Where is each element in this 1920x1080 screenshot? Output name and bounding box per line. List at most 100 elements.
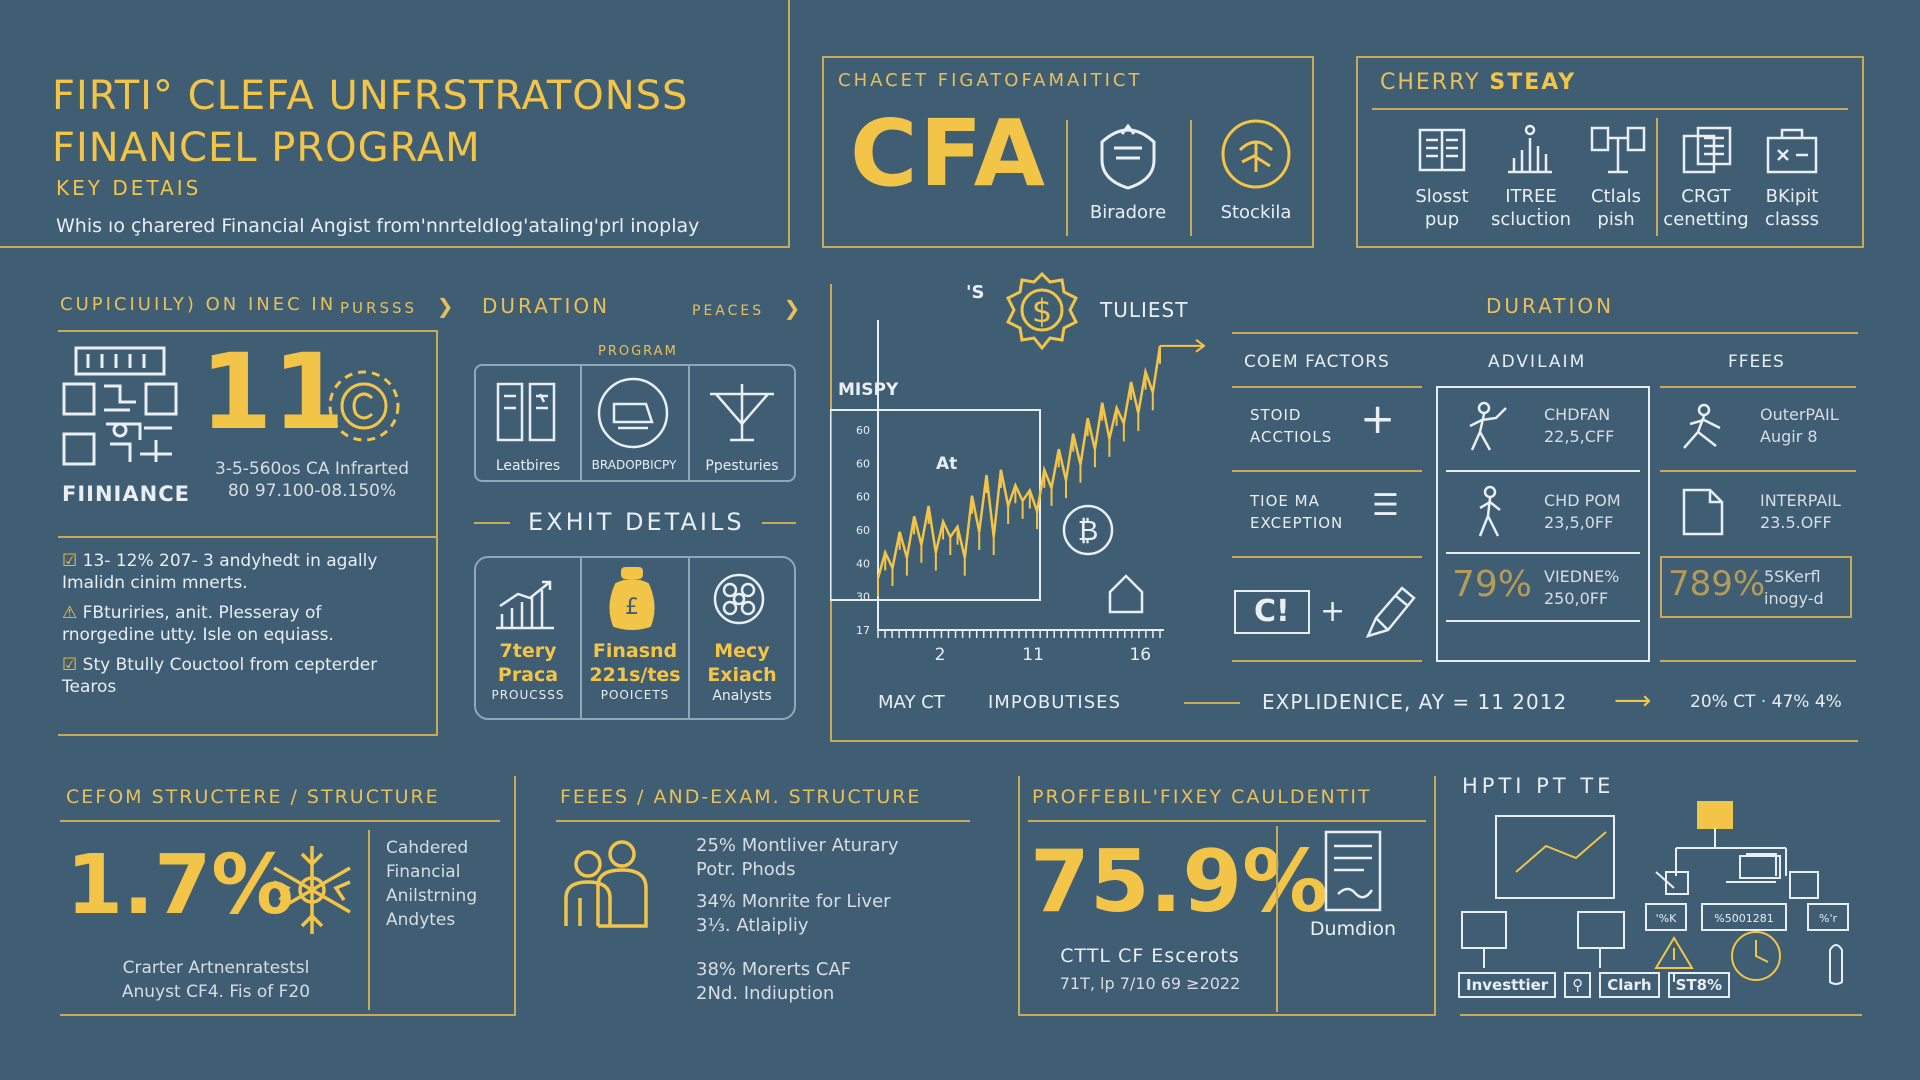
cefom-note-line1: Crarter Artnenratestsl xyxy=(122,958,310,978)
list-item: ☑ Sty Btully Couctool from cepterder Tea… xyxy=(62,654,434,698)
chemistry-item-4: CRGT cenetting xyxy=(1656,186,1756,231)
network-footer-item-2: Clarh xyxy=(1599,972,1660,998)
middle-bottom-rule xyxy=(830,740,1858,742)
fees-col-rule-1 xyxy=(1660,386,1856,388)
fees-line-3: 34% Monrite for Liver xyxy=(696,891,891,912)
professional-doc-label: Dumdion xyxy=(1309,918,1397,940)
chemistry-heading: CHERRY STEAY xyxy=(1380,70,1576,95)
chart-y-tick-label: 60 xyxy=(856,491,870,504)
fees-heading: FEEES / AND-EXAM. STRUCTURE xyxy=(560,786,922,808)
professional-divider xyxy=(1276,826,1278,1012)
fees-col-3-line1: 5SKerfl xyxy=(1764,567,1821,586)
professional-rule xyxy=(1028,820,1426,822)
duration-right-heading: DURATION xyxy=(1486,294,1615,318)
checkbox-icon: ☑ xyxy=(62,551,78,571)
curriculum-note: 3-5-560os CA Infrarted 80 97.100-08.150% xyxy=(192,458,432,502)
chemistry-item-5: BKipit classs xyxy=(1742,186,1842,231)
cefom-side-4: Andytes xyxy=(386,910,456,930)
fees-col-rule-2 xyxy=(1660,470,1856,472)
fees-line-1: 25% Montliver Aturary xyxy=(696,835,899,856)
chemistry-item-5-line2: classs xyxy=(1764,208,1820,230)
chemistry-item-2-line1: ITREE xyxy=(1505,186,1557,207)
exhit-div-2 xyxy=(688,556,690,720)
duration-col3: FFEES xyxy=(1728,352,1785,372)
formula-text: C! xyxy=(1254,594,1290,629)
duration-col1: COEM FACTORS xyxy=(1244,352,1390,372)
factors-rule-1 xyxy=(1232,386,1422,388)
chemistry-item-1-line2: pup xyxy=(1424,208,1460,230)
svg-text:$: $ xyxy=(1032,292,1052,330)
exhit-heading: EXHIT DETAILS xyxy=(528,508,745,536)
page-icon xyxy=(1680,486,1726,538)
climber-icon xyxy=(1676,402,1732,452)
bank-qr-icon xyxy=(60,344,180,468)
scale-icon xyxy=(1588,122,1648,178)
chemistry-item-2-line2: sclucṫion xyxy=(1490,208,1572,230)
cefom-inner-divider xyxy=(368,830,370,1010)
bullet-3-line1: Sty Btully Couctool from cepterder xyxy=(82,655,378,675)
factor-1: STOID ACCTIOLS xyxy=(1250,404,1332,448)
cfa-logo: CFA xyxy=(850,100,1048,207)
professional-note-line2: 71T, lp 7/10 69 ≥2022 xyxy=(1059,974,1241,993)
page-title: FIRTI° CLEFA UNFRSTRATONSS FINANCEL PROG… xyxy=(52,70,688,174)
cfa-item-label-1: Biradore xyxy=(1089,202,1167,223)
node-2 xyxy=(1701,903,1787,931)
network-footer: Investtier ⚲ Clarh ST8% xyxy=(1458,972,1731,998)
node-3 xyxy=(1807,903,1849,931)
header-panel xyxy=(0,0,790,248)
duration-left-box xyxy=(474,364,796,482)
house-icon xyxy=(1106,572,1146,616)
factor-2: TIOE MA EXCEPTION xyxy=(1250,490,1343,534)
curriculum-mid-rule xyxy=(58,536,436,538)
chemistry-item-3-line2: pish xyxy=(1597,208,1635,230)
globe-icon xyxy=(1218,116,1294,192)
chemistry-divider xyxy=(1656,118,1658,236)
fees-line-5: 38% Morerts CAF xyxy=(696,959,852,980)
growth-chart-icon xyxy=(492,576,558,632)
exhit-item-1-line3: PROUCSSS xyxy=(491,687,565,702)
snowflake-icon xyxy=(262,842,362,938)
chevron-right-icon: ❯ xyxy=(783,296,804,320)
duration-left-heading: DURATION xyxy=(482,294,611,318)
dollar-badge-icon: $ xyxy=(1000,270,1084,354)
cefom-big: 1.7% xyxy=(66,838,294,933)
page-description: Whis ıo çharered Financial Angist from'n… xyxy=(56,215,700,237)
advilaim-3-line1: VIEDNE% xyxy=(1544,567,1620,586)
advilaim-2: CHD POM 23,5,0FF xyxy=(1544,490,1621,534)
cefom-side-1: Cahdered xyxy=(386,838,469,858)
plus-icon: + xyxy=(1360,394,1396,443)
fees-col-1: OuterPAIL Augir 8 xyxy=(1760,404,1839,448)
chemistry-item-3-line1: Ctlals xyxy=(1590,186,1642,207)
cefom-bottom-rule xyxy=(60,1014,516,1016)
columns-icon xyxy=(494,380,558,444)
cefom-side-2: Financial xyxy=(386,862,461,882)
fees-col-2-line2: 23.5.OFF xyxy=(1760,513,1832,532)
exhit-item-1: 7tery Praca PROUCSSS xyxy=(478,640,578,703)
chart-top-label-a: 'S xyxy=(966,282,985,303)
fees-line-4: 3⅓. Atlaipliy xyxy=(696,915,809,936)
factor-1-line1: STOID xyxy=(1250,406,1302,424)
network-footer-item-1: Investtier xyxy=(1458,972,1557,998)
curriculum-heading-right: PURSSS ❯ xyxy=(340,294,457,318)
chemistry-heading-b: STEAY xyxy=(1489,70,1577,95)
fees-rule xyxy=(556,820,970,822)
exhit-item-3: Mecy Exiach Analysts xyxy=(690,640,794,705)
chart-x-tick-label: 16 xyxy=(1129,645,1151,660)
network-diagram: '%K %5001281 %'r xyxy=(1461,801,1849,985)
exhit-rule-left xyxy=(474,522,510,524)
professional-note-line1: CTTL CF Escerots xyxy=(1060,945,1240,967)
chart-x-label-b: IMPOBUTISES xyxy=(988,692,1121,713)
duration-left-item-2: BRADOPBICPY xyxy=(591,458,677,472)
screen-box xyxy=(1495,815,1615,899)
page-title-line2: FINANCEL PROGRAM xyxy=(52,125,481,171)
advilaim-box xyxy=(1436,386,1650,662)
cfa-divider-2 xyxy=(1190,120,1192,236)
coin-gear-icon xyxy=(324,366,404,446)
exhit-item-2: Finasnd 221s/tes POOICETS xyxy=(582,640,688,703)
exhit-div-1 xyxy=(580,556,582,720)
brain-icon xyxy=(710,570,768,628)
exhit-item-1-line1: 7tery xyxy=(499,640,557,662)
network-footer-item-3: ST8% xyxy=(1667,972,1731,998)
people-icon xyxy=(558,838,658,930)
chart-y-tick-label: 30 xyxy=(856,591,870,604)
